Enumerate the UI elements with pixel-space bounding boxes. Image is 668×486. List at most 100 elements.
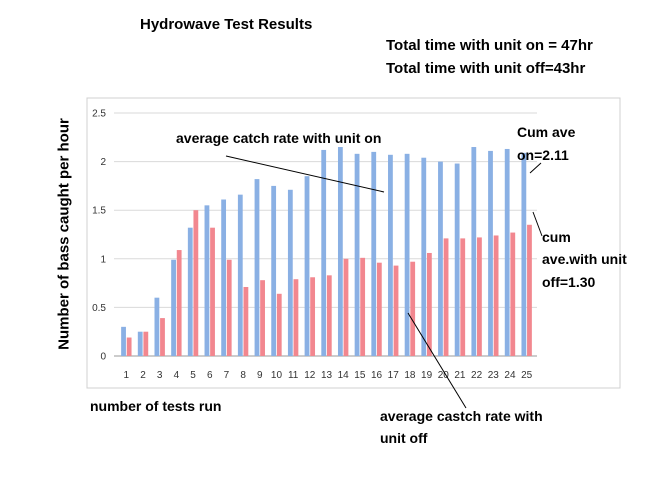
bar-series-1 [321,149,327,356]
x-tick-label: 19 [421,370,433,381]
bar-series-2 [143,331,149,356]
bar-series-2 [443,238,449,356]
bar-series-1 [271,185,277,356]
bar-series-2 [477,237,482,356]
x-tick-label: 24 [504,370,516,381]
annotation-leader-lines [225,155,543,409]
bar-series-2 [510,232,516,356]
x-axis-label: number of tests run [90,398,222,414]
x-tick-label: 17 [388,370,400,381]
bar-series-1 [304,176,310,356]
bar-series-2 [276,293,282,356]
y-tick-label: 0.5 [92,303,106,314]
bar-series-2 [493,235,499,356]
x-tick-label: 12 [304,370,316,381]
annotation-cum-on-line1: Cum ave [517,124,576,140]
x-tick-label: 8 [240,370,246,381]
y-tick-label: 1 [100,254,106,265]
bar-series-1 [254,179,260,356]
x-tick-labels: 1 2 3 4 5 6 7 8 9 10 11 12 13 14 15 16 17 18 19 20 21 22 23 24 2… [124,370,533,381]
bar-series-1 [521,152,527,356]
bar-series-1 [404,153,410,356]
annotation-on-rate: average catch rate with unit on [176,130,382,146]
bar-series-1 [454,163,460,356]
x-tick-label: 7 [224,370,230,381]
bar-series-1 [237,194,243,356]
bar-series-2 [310,277,316,356]
bar-series-1 [204,205,210,356]
leader-line-on [225,155,385,193]
x-tick-label: 16 [371,370,383,381]
bar-series-2 [393,265,399,356]
annotation-cum-off-line3: off=1.30 [542,274,596,290]
bar-series-1 [337,147,343,356]
bar-series-2 [343,258,349,356]
x-tick-label: 20 [438,370,450,381]
y-tick-labels: 0 0.5 1 1.5 2 2.5 [92,109,106,363]
x-tick-label: 5 [190,370,196,381]
annotation-off-rate-line1: average castch rate with [380,408,543,424]
x-tick-label: 4 [174,370,180,381]
bar-series-2 [426,252,432,356]
bar-series-1 [354,153,360,356]
y-axis-label: Number of bass caught per hour [55,118,73,350]
y-tick-label: 0 [100,352,106,363]
y-tick-label: 1.5 [92,206,106,217]
bar-series-1 [121,326,126,356]
bar-series-2 [326,275,332,356]
summary-time-on: Total time with unit on = 47hr [386,37,593,54]
bar-series-2 [126,337,132,356]
x-tick-label: 22 [471,370,483,381]
x-tick-label: 3 [157,370,163,381]
bar-series-2 [360,257,366,356]
bar-series-2 [243,286,249,356]
bars [121,147,532,356]
bar-series-2 [376,262,382,356]
bar-series-1 [187,227,193,356]
annotation-off-rate-line2: unit off [380,430,428,446]
bar-series-2 [260,280,265,356]
bar-series-1 [221,199,227,356]
x-tick-label: 2 [140,370,146,381]
bar-series-2 [160,318,165,356]
x-tick-label: 9 [257,370,263,381]
bar-series-1 [438,161,443,356]
summary-time-off: Total time with unit off=43hr [386,60,586,77]
x-tick-label: 23 [488,370,500,381]
annotation-cum-off-line1: cum [542,229,571,245]
bar-series-1 [137,331,143,356]
leader-line-cum-off [532,211,543,237]
y-tick-label: 2 [100,157,106,168]
bar-series-1 [388,154,393,356]
x-tick-label: 18 [404,370,416,381]
bar-series-2 [410,261,416,356]
bar-series-1 [504,148,510,356]
x-tick-label: 10 [271,370,283,381]
bar-series-1 [471,147,477,356]
leader-line-off [407,312,467,409]
y-tick-label: 2.5 [92,109,106,120]
x-tick-label: 21 [454,370,466,381]
bar-series-2 [460,238,466,356]
bar-series-1 [154,297,160,356]
bar-series-2 [527,224,532,356]
x-tick-label: 1 [124,370,130,381]
bar-series-1 [371,151,377,356]
x-tick-label: 15 [354,370,366,381]
annotation-cum-on-line2: on=2.11 [517,147,569,163]
x-tick-label: 11 [288,370,299,381]
bar-series-2 [226,259,232,356]
annotation-cum-off-line2: ave.with unit [542,251,627,267]
bar-series-1 [421,157,427,356]
bar-series-1 [287,189,293,356]
bar-series-1 [171,259,176,356]
x-tick-label: 14 [338,370,350,381]
bar-series-1 [488,150,493,356]
x-tick-label: 25 [521,370,533,381]
bar-series-2 [210,227,215,356]
leader-line-cum-on [529,162,542,174]
x-tick-label: 6 [207,370,213,381]
bar-series-2 [293,279,299,356]
bar-series-2 [176,250,182,356]
